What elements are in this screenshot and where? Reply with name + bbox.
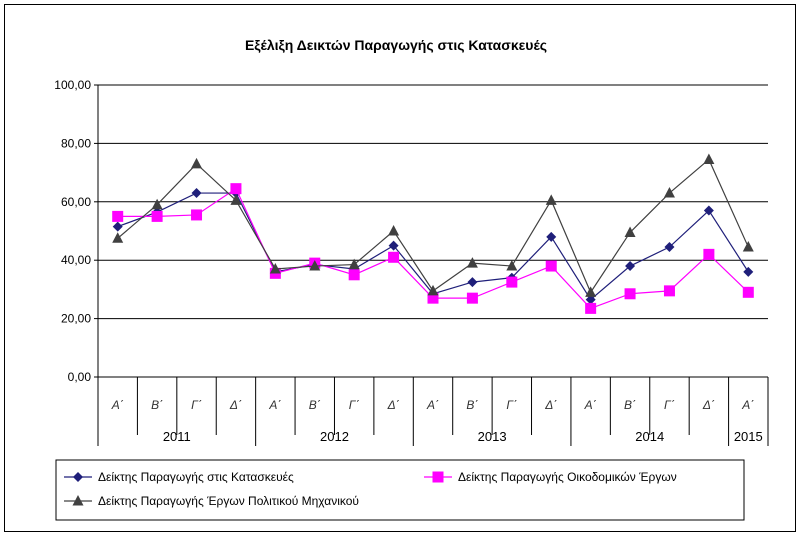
y-tick-label: 20,00 — [61, 312, 91, 326]
data-point — [742, 286, 754, 298]
data-point — [112, 221, 123, 232]
data-point — [546, 231, 557, 242]
data-point — [191, 157, 203, 169]
y-tick-label: 60,00 — [61, 195, 91, 209]
x-tick-label: Δ΄ — [702, 398, 715, 412]
data-point — [427, 284, 439, 296]
data-point — [388, 240, 399, 251]
data-point — [506, 260, 518, 271]
y-tick-label: 40,00 — [61, 253, 91, 267]
x-tick-label: Δ΄ — [387, 398, 400, 412]
year-label: 2012 — [320, 429, 349, 444]
data-point — [112, 210, 124, 222]
data-point — [664, 242, 675, 253]
chart-border — [4, 4, 796, 532]
year-label: 2014 — [635, 429, 664, 444]
data-point — [545, 260, 557, 272]
data-point — [112, 232, 124, 243]
data-point — [230, 183, 242, 195]
year-label: 2011 — [163, 429, 191, 444]
data-point — [742, 241, 754, 252]
y-tick-label: 100,00 — [54, 78, 91, 92]
x-tick-label: Δ΄ — [229, 398, 242, 412]
data-point — [348, 269, 360, 281]
data-point — [624, 288, 636, 300]
x-tick-label: Γ΄ — [506, 398, 517, 412]
data-point — [191, 209, 203, 221]
legend-label: Δείκτης Παραγωγής στις Κατασκευές — [98, 470, 294, 484]
data-point — [506, 276, 518, 288]
data-point — [348, 258, 360, 270]
x-tick-label: Γ΄ — [191, 398, 202, 412]
x-tick-label: Β΄ — [151, 398, 163, 412]
x-tick-label: Α΄ — [426, 398, 439, 412]
data-point — [703, 205, 714, 216]
data-point — [703, 153, 715, 164]
x-tick-label: Α΄ — [741, 398, 754, 412]
data-point — [151, 198, 163, 210]
line-chart: Εξέλιξη Δεικτών Παραγωγής στις Κατασκευέ… — [4, 4, 796, 532]
data-point — [585, 286, 597, 297]
x-tick-label: Β΄ — [309, 398, 321, 412]
x-tick-label: Α΄ — [111, 398, 124, 412]
legend: Δείκτης Παραγωγής στις Κατασκευές Δείκτης… — [55, 459, 745, 521]
data-point — [625, 261, 636, 272]
chart-frame: Εξέλιξη Δεικτών Παραγωγής στις Κατασκευέ… — [4, 4, 796, 532]
x-tick-label: Γ΄ — [349, 398, 360, 412]
legend-marker — [432, 471, 444, 483]
data-point — [585, 294, 596, 305]
data-point — [703, 248, 715, 260]
grid-lines — [98, 84, 768, 378]
x-tick-label: Δ΄ — [544, 398, 557, 412]
data-point — [467, 277, 478, 288]
legend-box — [55, 459, 745, 521]
data-point — [624, 226, 636, 237]
x-tick-label: Α΄ — [268, 398, 281, 412]
data-point — [309, 260, 321, 271]
x-tick-label: Β΄ — [466, 398, 478, 412]
y-tick-label: 80,00 — [61, 136, 91, 150]
axes: 0,00 20,00 40,00 60,00 80,00 100,00 Α΄ Β΄ Γ΄ Δ΄ Α΄… — [54, 78, 769, 446]
data-point — [663, 285, 675, 297]
x-tick-label: Γ΄ — [664, 398, 675, 412]
data-point — [585, 302, 597, 314]
year-label: 2013 — [478, 429, 507, 444]
data-series — [112, 153, 754, 314]
data-point — [388, 251, 400, 263]
y-tick-label: 0,00 — [68, 370, 92, 384]
year-label: 2015 — [734, 429, 763, 444]
data-point — [230, 194, 242, 205]
data-point — [191, 188, 202, 199]
data-point — [743, 266, 754, 277]
x-tick-label: Α΄ — [584, 398, 597, 412]
x-tick-label: Β΄ — [624, 398, 636, 412]
data-point — [545, 194, 557, 205]
data-point — [466, 257, 478, 268]
chart-title: Εξέλιξη Δεικτών Παραγωγής στις Κατασκευέ… — [245, 37, 547, 53]
legend-label: Δείκτης Παραγωγής Έργων Πολιτικού Μηχανι… — [98, 494, 359, 508]
data-point — [269, 262, 281, 274]
data-point — [151, 210, 163, 222]
legend-label: Δείκτης Παραγωγής Οικοδομικών Έργων — [458, 470, 677, 484]
legend-marker — [73, 472, 83, 482]
data-point — [663, 187, 675, 198]
data-point — [466, 292, 478, 304]
legend-marker — [72, 495, 84, 506]
data-point — [388, 225, 400, 236]
